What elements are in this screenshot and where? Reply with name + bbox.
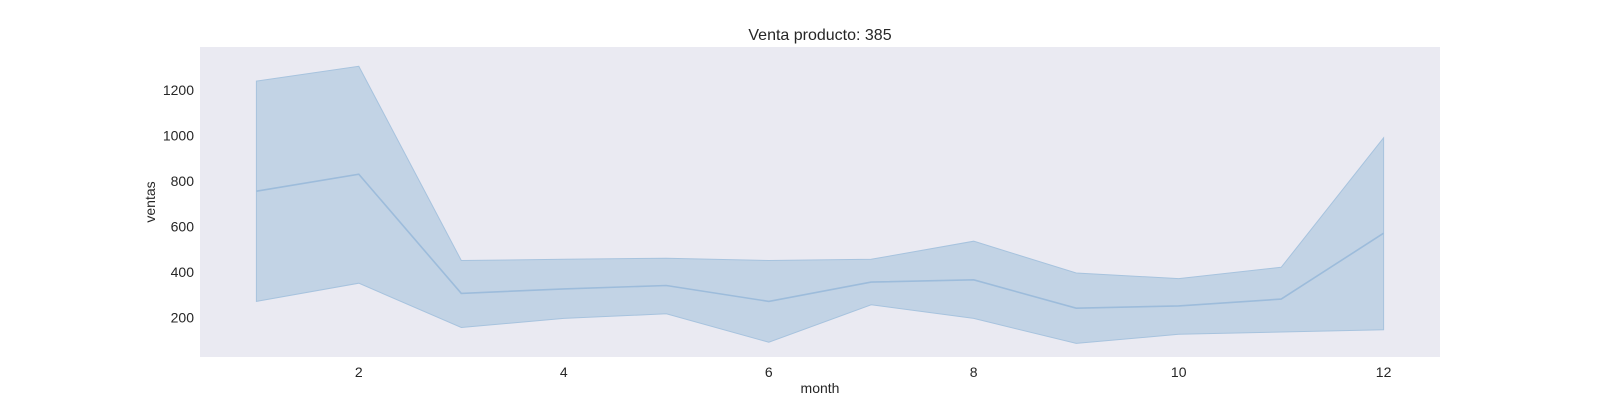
x-tick-label: 4: [560, 364, 568, 380]
y-axis-label: ventas: [142, 181, 158, 222]
x-axis-label: month: [801, 380, 840, 396]
x-tick-label: 2: [355, 364, 363, 380]
y-tick-label: 400: [171, 264, 195, 280]
x-tick-label: 8: [970, 364, 978, 380]
y-tick-label: 600: [171, 218, 195, 234]
x-tick-label: 12: [1376, 364, 1392, 380]
confidence-band: [255, 65, 1385, 344]
y-tick-label: 800: [171, 173, 195, 189]
x-tick-label: 10: [1171, 364, 1187, 380]
series-line-layer: [256, 173, 1385, 310]
x-tick-layer: 2 4 6 8 10 12: [355, 364, 1392, 380]
series-line: [256, 173, 1385, 310]
x-tick-label: 6: [765, 364, 773, 380]
y-tick-label: 200: [171, 309, 195, 325]
confidence-band-layer: [255, 65, 1385, 344]
y-tick-layer: 200 400 600 800 1000 1200: [163, 82, 194, 325]
y-tick-label: 1000: [163, 128, 194, 144]
y-tick-label: 1200: [163, 82, 194, 98]
chart-title: Venta producto: 385: [748, 27, 891, 44]
